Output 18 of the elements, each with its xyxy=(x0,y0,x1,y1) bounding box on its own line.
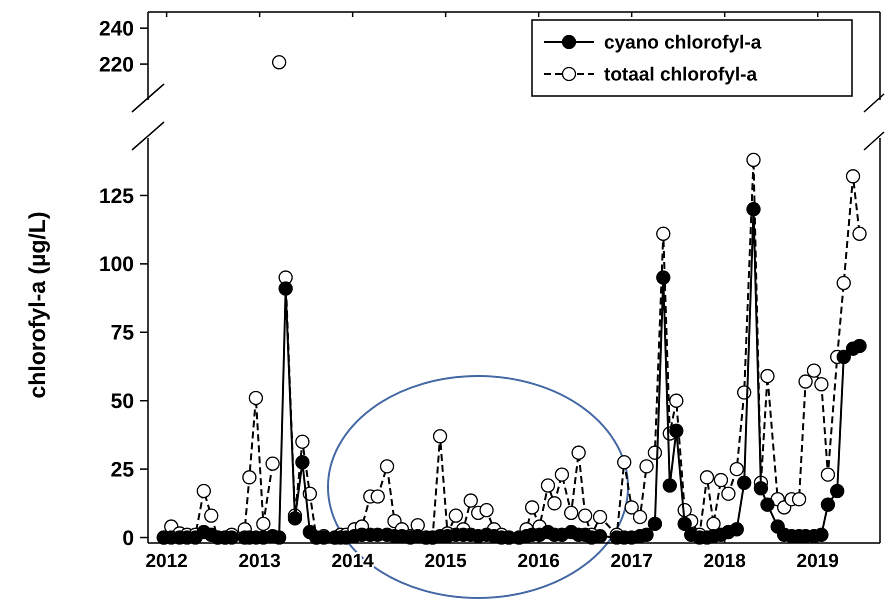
x-tick-label: 2015 xyxy=(424,551,468,572)
x-tick-label: 2017 xyxy=(610,551,653,572)
y-tick-label: 240 xyxy=(98,18,134,41)
y-tick-label: 50 xyxy=(110,390,134,414)
x-tick-label: 2018 xyxy=(704,551,746,572)
y-tick-label: 0 xyxy=(122,526,134,550)
x-tick-label: 2016 xyxy=(518,551,560,572)
y-tick-label: 125 xyxy=(98,184,134,208)
y-tick-label: 25 xyxy=(110,458,134,482)
y-axis-title: chlorofyl-a (µg/L) xyxy=(24,211,50,399)
x-tick-label: 2013 xyxy=(238,551,281,572)
x-tick-label: 2019 xyxy=(796,551,839,572)
y-tick-label: 100 xyxy=(98,253,134,276)
x-tick-label: 2012 xyxy=(145,551,188,572)
legend-label: cyano chlorofyl-a xyxy=(604,32,762,54)
y-tick-label: 75 xyxy=(110,322,134,345)
legend-label: totaal chlorofyl-a xyxy=(604,64,758,86)
y-tick-label: 220 xyxy=(98,53,134,76)
